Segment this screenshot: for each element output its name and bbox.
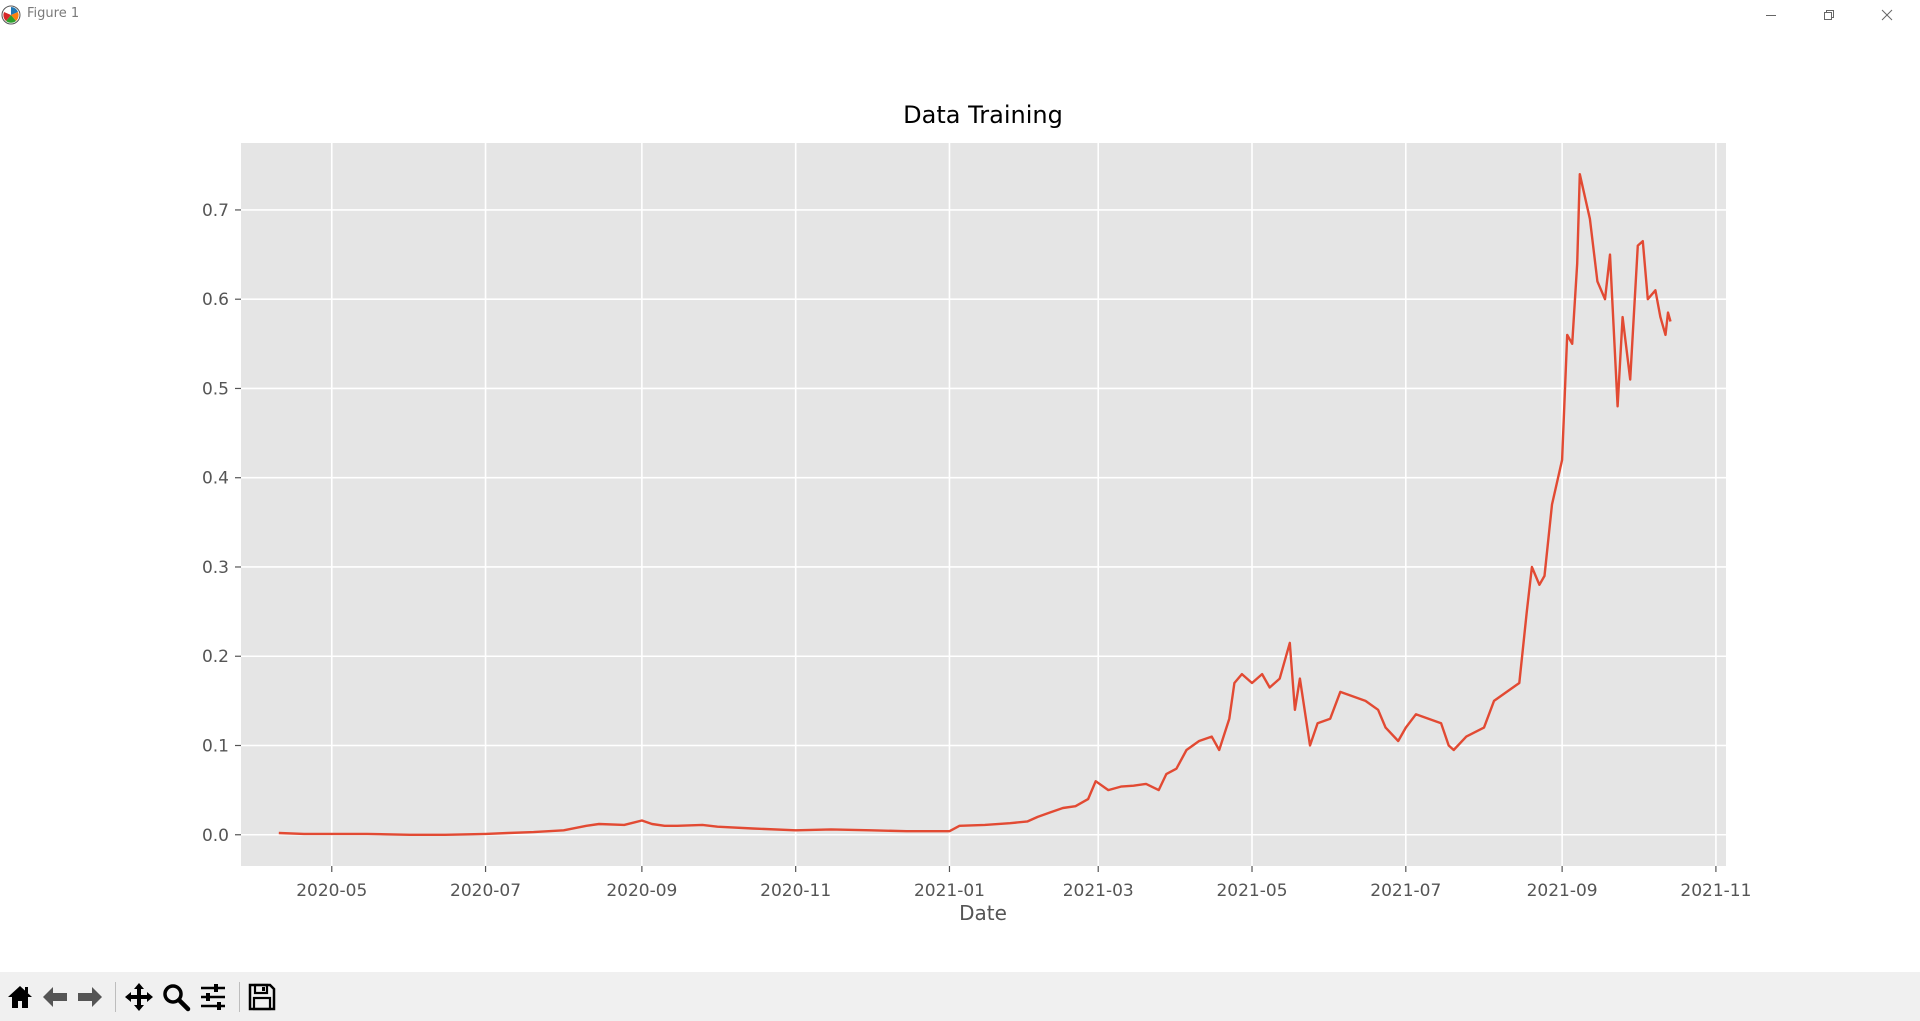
x-tick-label: 2020-05 <box>296 881 367 901</box>
configure-subplots-icon <box>201 984 225 1010</box>
restore-icon <box>1824 10 1834 20</box>
close-icon <box>1881 9 1893 21</box>
toolbar-separator <box>239 982 240 1012</box>
y-tick-label: 0.4 <box>202 469 229 489</box>
navigation-toolbar <box>0 972 1920 1021</box>
grid <box>241 143 1726 866</box>
y-axis: 0.0 0.1 0.2 0.3 0.4 0.5 0.6 0.7 <box>202 201 241 846</box>
line-layer <box>278 172 1672 836</box>
y-tick-label: 0.6 <box>202 290 229 310</box>
x-tick-label: 2020-09 <box>606 881 677 901</box>
close-button[interactable] <box>1864 0 1910 30</box>
figure-canvas[interactable]: 2020-05 2020-07 2020-09 2020-11 2021-01 2021-… <box>0 30 1920 972</box>
restore-button[interactable] <box>1806 0 1852 30</box>
chart-title: Data Training <box>903 101 1063 129</box>
home-icon <box>8 986 32 1008</box>
window-titlebar: Figure 1 <box>0 0 1920 30</box>
forward-arrow-icon <box>78 987 102 1007</box>
y-tick-label: 0.3 <box>202 558 229 578</box>
y-tick-label: 0.1 <box>202 737 229 757</box>
zoom-icon <box>163 984 191 1012</box>
back-arrow-icon <box>43 987 67 1007</box>
save-button[interactable] <box>245 980 279 1014</box>
configure-subplots-button[interactable] <box>196 980 230 1014</box>
x-tick-label: 2021-07 <box>1370 881 1441 901</box>
minimize-button[interactable] <box>1748 0 1794 30</box>
y-tick-label: 0.2 <box>202 647 229 667</box>
x-axis: 2020-05 2020-07 2020-09 2020-11 2021-01 2021-… <box>296 866 1751 901</box>
matplotlib-logo-icon <box>0 4 22 26</box>
x-tick-label: 2021-11 <box>1680 881 1751 901</box>
x-tick-label: 2020-11 <box>760 881 831 901</box>
x-tick-label: 2020-07 <box>450 881 521 901</box>
plot-area <box>241 143 1726 866</box>
x-tick-label: 2021-01 <box>914 881 985 901</box>
x-tick-label: 2021-05 <box>1216 881 1287 901</box>
y-tick-label: 0.0 <box>202 826 229 846</box>
x-axis-label: Date <box>959 901 1007 925</box>
toolbar-separator <box>115 982 116 1012</box>
line-chart: 2020-05 2020-07 2020-09 2020-11 2021-01 2021-… <box>202 101 1751 925</box>
minimize-icon <box>1766 15 1776 16</box>
window-title: Figure 1 <box>27 6 80 21</box>
y-tick-label: 0.7 <box>202 201 229 221</box>
save-icon <box>248 983 276 1011</box>
pan-icon <box>125 983 153 1011</box>
pan-button[interactable] <box>122 980 156 1014</box>
zoom-button[interactable] <box>159 980 193 1014</box>
forward-button[interactable] <box>73 980 107 1014</box>
x-tick-label: 2021-03 <box>1063 881 1134 901</box>
home-button[interactable] <box>3 980 37 1014</box>
back-button[interactable] <box>38 980 72 1014</box>
x-tick-label: 2021-09 <box>1527 881 1598 901</box>
series-line <box>278 172 1672 836</box>
y-tick-label: 0.5 <box>202 379 229 399</box>
